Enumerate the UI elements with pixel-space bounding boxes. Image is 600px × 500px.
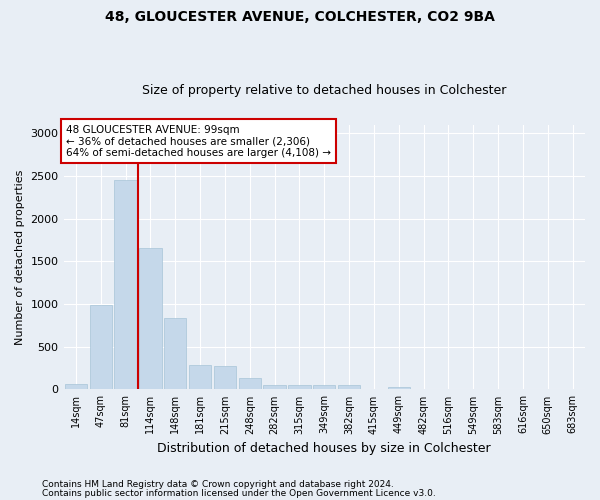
Bar [388, 387, 410, 390]
Bar [288, 385, 311, 390]
Bar [164, 318, 187, 390]
Bar [89, 305, 112, 390]
Bar [263, 384, 286, 390]
X-axis label: Distribution of detached houses by size in Colchester: Distribution of detached houses by size … [157, 442, 491, 455]
Y-axis label: Number of detached properties: Number of detached properties [15, 170, 25, 344]
Bar [139, 248, 161, 390]
Bar [189, 364, 211, 390]
Bar [338, 385, 360, 390]
Bar [115, 180, 137, 390]
Bar [214, 366, 236, 390]
Text: 48 GLOUCESTER AVENUE: 99sqm
← 36% of detached houses are smaller (2,306)
64% of : 48 GLOUCESTER AVENUE: 99sqm ← 36% of det… [66, 124, 331, 158]
Bar [239, 378, 261, 390]
Bar [65, 384, 87, 390]
Text: 48, GLOUCESTER AVENUE, COLCHESTER, CO2 9BA: 48, GLOUCESTER AVENUE, COLCHESTER, CO2 9… [105, 10, 495, 24]
Title: Size of property relative to detached houses in Colchester: Size of property relative to detached ho… [142, 84, 506, 97]
Text: Contains public sector information licensed under the Open Government Licence v3: Contains public sector information licen… [42, 488, 436, 498]
Bar [313, 385, 335, 390]
Text: Contains HM Land Registry data © Crown copyright and database right 2024.: Contains HM Land Registry data © Crown c… [42, 480, 394, 489]
